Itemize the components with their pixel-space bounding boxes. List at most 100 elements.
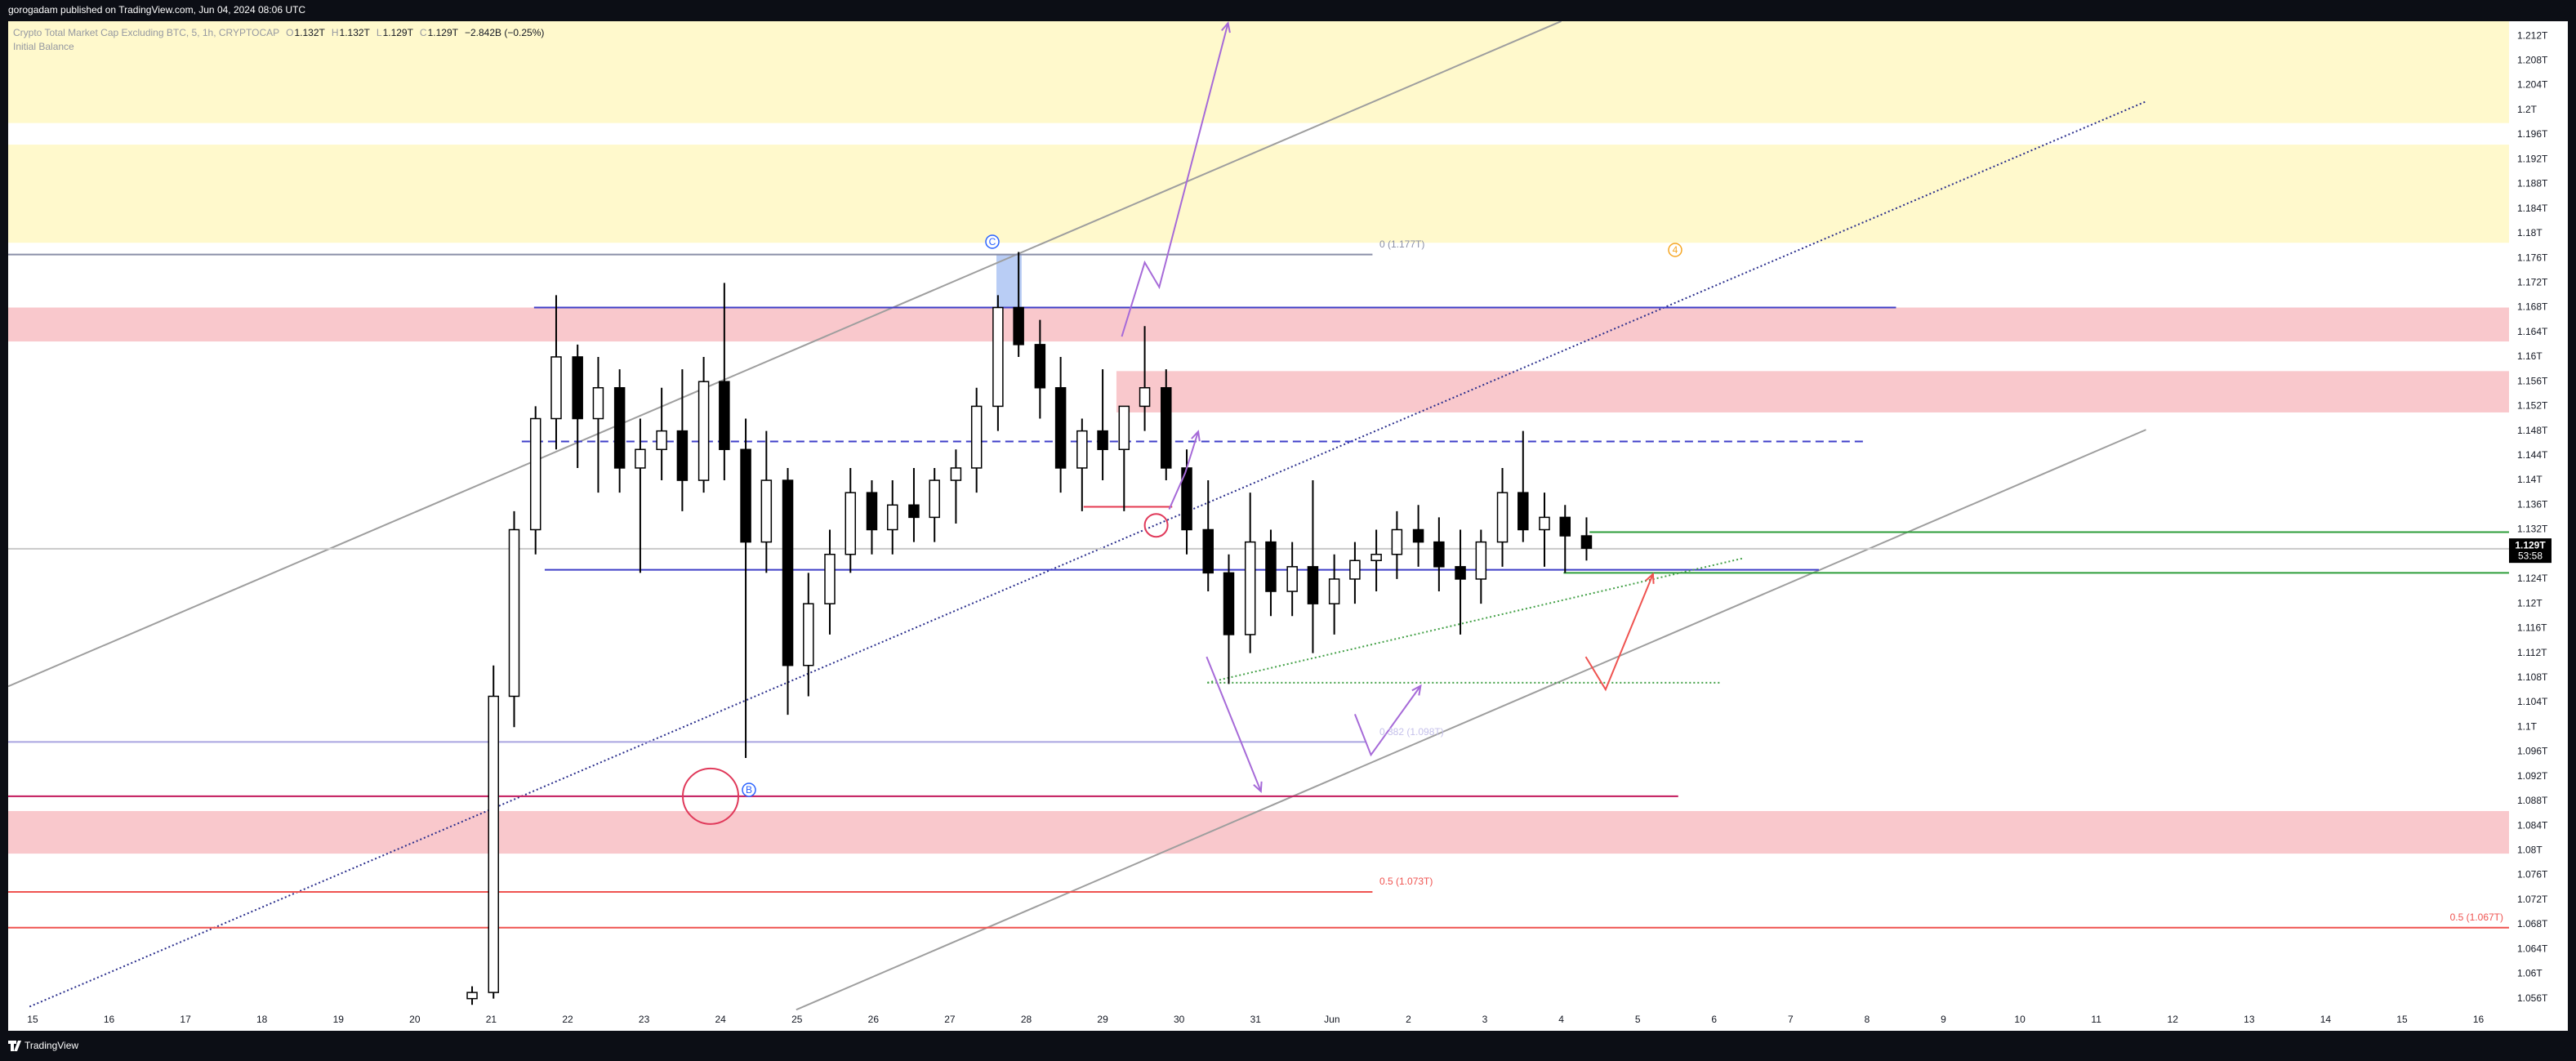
x-tick-label: 31 (1250, 1014, 1262, 1025)
y-tick-label: 1.136T (2517, 498, 2548, 510)
y-tick-label: 1.06T (2517, 968, 2543, 979)
x-tick-label: 15 (27, 1014, 38, 1025)
y-tick-label: 1.108T (2517, 671, 2548, 683)
candle-body (1161, 386, 1172, 469)
ohlc-value: 1.129T (428, 27, 459, 38)
plot-area (8, 21, 2509, 1010)
trend-line (796, 429, 2146, 1010)
highlight-circle (682, 767, 740, 825)
x-tick-label: 26 (868, 1014, 880, 1025)
candle-body (488, 695, 499, 993)
x-tick-label: 16 (104, 1014, 115, 1025)
projection-path (1206, 656, 1262, 792)
x-tick-label: 24 (715, 1014, 727, 1025)
x-tick-label: 7 (1788, 1014, 1794, 1025)
arrow-head (1645, 572, 1655, 584)
x-tick-label: Jun (1324, 1014, 1339, 1025)
last-price-tag (2509, 538, 2551, 564)
y-tick-label: 1.1T (2517, 720, 2538, 732)
candle-body (866, 492, 878, 531)
candle-body (1076, 430, 1088, 469)
x-tick-label: 4 (1558, 1014, 1564, 1025)
x-tick-label: 11 (2091, 1014, 2101, 1025)
projection-path (1168, 431, 1200, 510)
footer: TradingView (8, 1040, 78, 1051)
y-tick-label: 1.088T (2517, 795, 2548, 806)
y-tick-label: 1.192T (2517, 153, 2548, 164)
y-tick-label: 1.176T (2517, 252, 2548, 263)
ohlc-label: L (377, 27, 382, 38)
legend: Crypto Total Market Cap Excluding BTC, 5… (13, 27, 544, 52)
candle-body (572, 356, 583, 420)
candle-body (824, 553, 836, 604)
candle-body (929, 479, 940, 519)
fib-label: 0 (1.177T) (1379, 239, 1424, 250)
candle-body (719, 381, 730, 451)
zone (8, 145, 2509, 243)
candle-body (613, 386, 626, 469)
zone (8, 810, 2509, 854)
candle-body (1455, 566, 1466, 580)
logo (8, 1041, 21, 1051)
y-tick-label: 1.144T (2517, 449, 2548, 461)
wave-badge (742, 782, 756, 797)
x-tick-label: 23 (639, 1014, 650, 1025)
highlight-circle (1143, 513, 1169, 538)
x-tick-label: 16 (2473, 1014, 2485, 1025)
candle-body (1034, 344, 1046, 389)
candle-body (1559, 516, 1571, 537)
x-tick-label: 17 (180, 1014, 191, 1025)
candle-body (1054, 386, 1067, 469)
candle-body (1244, 541, 1256, 635)
projection-path (1353, 685, 1422, 757)
candle-body (466, 992, 478, 1000)
y-tick-label: 1.14T (2517, 474, 2543, 485)
candle-body (1286, 566, 1298, 592)
x-tick-label: 10 (2014, 1014, 2026, 1025)
candle-body (1391, 528, 1403, 555)
legend-indicator: Initial Balance (13, 41, 74, 52)
candle-body (1475, 541, 1487, 580)
y-tick-label: 1.124T (2517, 573, 2548, 584)
y-tick-label: 1.132T (2517, 524, 2548, 535)
y-tick-label: 1.056T (2517, 992, 2548, 1004)
ohlc-label: O (286, 27, 293, 38)
x-tick-label: 29 (1097, 1014, 1108, 1025)
legend-change: −2.842B (−0.25%) (465, 27, 544, 38)
x-tick-label: 22 (562, 1014, 573, 1025)
candle-body (1349, 559, 1361, 580)
x-tick-label: 15 (2396, 1014, 2408, 1025)
y-tick-label: 1.12T (2517, 597, 2543, 609)
candle-body (676, 430, 689, 481)
candle-body (1328, 578, 1340, 604)
arrow-head (1253, 781, 1263, 793)
y-tick-label: 1.172T (2517, 276, 2548, 288)
candle-body (1580, 535, 1593, 549)
trend-line (8, 21, 1562, 688)
zone (8, 21, 2509, 123)
candle-body (1496, 492, 1509, 543)
candle-body (908, 504, 920, 519)
x-tick-label: 25 (791, 1014, 803, 1025)
candle-body (1139, 386, 1151, 408)
zone (996, 254, 1022, 308)
y-tick-label: 1.072T (2517, 894, 2548, 905)
candle-body (782, 479, 794, 666)
x-tick-label: 13 (2244, 1014, 2255, 1025)
ohlc-value: 1.129T (383, 27, 414, 38)
x-tick-label: 8 (1865, 1014, 1870, 1025)
x-tick-label: 6 (1711, 1014, 1717, 1025)
ohlc-label: C (420, 27, 427, 38)
candle-body (1265, 541, 1277, 592)
candle-body (550, 356, 562, 420)
candle-body (1412, 528, 1424, 543)
y-tick-label: 1.188T (2517, 178, 2548, 189)
y-tick-label: 1.156T (2517, 375, 2548, 386)
y-tick-label: 1.08T (2517, 845, 2543, 856)
candle-body (529, 417, 541, 531)
fib-label: 0.5 (1.067T) (2450, 912, 2503, 923)
fib-label: 0.382 (1.098T) (1379, 726, 1444, 738)
candle-body (697, 381, 710, 481)
